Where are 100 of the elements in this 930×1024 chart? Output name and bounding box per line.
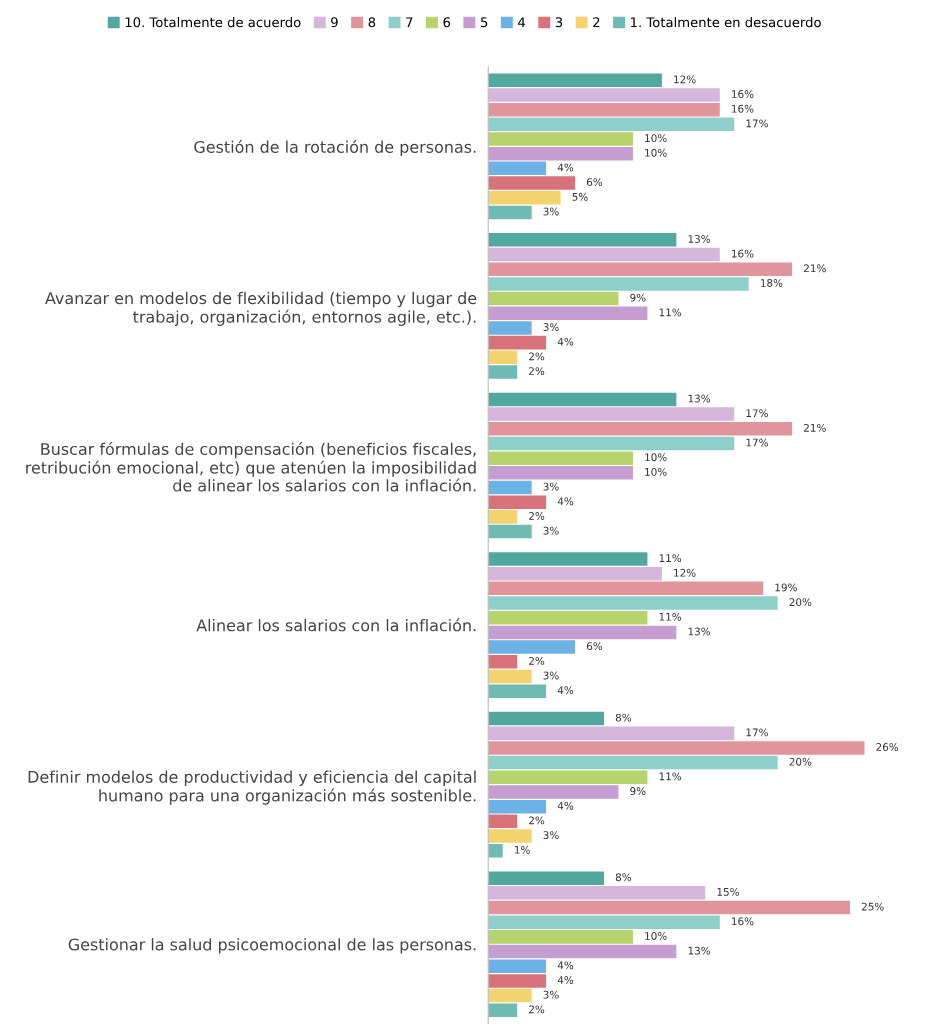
bar	[488, 930, 633, 944]
data-label: 4%	[557, 163, 574, 172]
data-label: 2%	[529, 512, 545, 520]
data-label: 3%	[543, 831, 559, 840]
data-label: 16%	[732, 104, 754, 113]
bar	[488, 291, 619, 306]
bar	[488, 350, 518, 365]
bar	[488, 566, 662, 581]
bar	[488, 161, 547, 176]
bar	[488, 684, 547, 698]
data-label: 26%	[876, 743, 899, 751]
data-label: 4%	[557, 686, 574, 695]
bar	[488, 392, 677, 407]
data-label: 16%	[732, 917, 754, 926]
legend-label: 6	[443, 17, 451, 28]
bar	[488, 146, 633, 161]
data-label: 16%	[732, 90, 754, 98]
data-label: 17%	[746, 409, 768, 418]
bar	[488, 944, 677, 959]
bar	[488, 407, 735, 421]
bar	[488, 335, 547, 350]
data-label: 9%	[630, 787, 646, 795]
bar	[488, 640, 576, 654]
bar	[488, 655, 518, 669]
legend-label: 4	[518, 17, 526, 28]
data-label: 6%	[586, 642, 603, 651]
bar	[488, 596, 778, 610]
y-tick-label: Gestionar la salud psicoemocional de las personas.	[68, 938, 476, 954]
data-label: 4%	[557, 801, 574, 810]
data-label: 19%	[775, 583, 797, 592]
data-label: 3%	[543, 482, 559, 491]
data-label: 1%	[514, 845, 530, 854]
bar	[488, 262, 793, 276]
bar	[488, 610, 648, 625]
bar	[488, 974, 547, 988]
bar	[488, 436, 735, 451]
bar	[488, 900, 851, 915]
data-label: 13%	[688, 946, 711, 955]
data-label: 3%	[543, 990, 559, 999]
bar	[488, 277, 749, 291]
bar	[488, 524, 532, 539]
data-label: 11%	[659, 612, 682, 621]
bar	[488, 552, 648, 566]
data-label: 17%	[746, 728, 768, 737]
bar	[488, 669, 532, 684]
data-label: 4%	[557, 961, 574, 970]
bar	[488, 233, 677, 247]
data-label: 17%	[746, 438, 768, 447]
bar	[488, 726, 735, 741]
data-label: 8%	[615, 713, 632, 722]
y-tick-label: Avanzar en modelos de flexibilidad (tiempo y lugar de trabajo, organización, entornos agile, etc.).	[45, 291, 477, 326]
legend-label: 5	[480, 17, 488, 28]
data-label: 10%	[645, 148, 667, 157]
bar	[488, 711, 605, 726]
bar	[488, 205, 532, 220]
data-label: 15%	[717, 887, 739, 896]
data-label: 3%	[543, 323, 559, 331]
bar	[488, 1003, 518, 1018]
bar	[488, 466, 633, 480]
data-label: 20%	[789, 598, 812, 607]
bar	[488, 581, 764, 596]
data-label: 11%	[659, 308, 682, 317]
bar	[488, 770, 648, 785]
bar	[488, 755, 778, 770]
bar	[488, 799, 547, 814]
bar	[488, 480, 532, 495]
data-label: 10%	[645, 453, 667, 462]
y-tick-label: Definir modelos de productividad y eficiencia del capital humano para una organización más sostenible.	[28, 770, 476, 805]
data-label: 2%	[529, 367, 545, 376]
data-label: 5%	[572, 192, 588, 201]
data-label: 2%	[529, 816, 545, 825]
bar	[488, 886, 706, 900]
data-label: 4%	[557, 976, 574, 984]
data-label: 11%	[659, 554, 682, 563]
bar	[488, 306, 648, 321]
data-label: 12%	[674, 568, 696, 577]
bar	[488, 741, 865, 755]
bar	[488, 451, 633, 465]
y-tick-label: Gestión de la rotación de personas.	[194, 139, 476, 157]
bar	[488, 829, 532, 843]
bar	[488, 988, 532, 1003]
data-label: 20%	[789, 757, 812, 766]
data-label: 6%	[586, 178, 603, 187]
data-label: 2%	[529, 656, 545, 665]
data-label: 10%	[645, 134, 667, 143]
bar	[488, 321, 532, 335]
bar	[488, 247, 720, 262]
bar	[488, 88, 720, 102]
data-label: 21%	[804, 423, 826, 432]
bar	[488, 190, 561, 205]
legend-label: 7	[406, 17, 413, 28]
data-label: 13%	[688, 394, 711, 403]
data-label: 2%	[529, 352, 545, 361]
bar	[488, 625, 677, 640]
data-label: 17%	[746, 119, 768, 128]
data-label: 9%	[630, 293, 646, 302]
data-label: 16%	[732, 249, 754, 258]
data-label: 10%	[645, 467, 667, 476]
data-label: 13%	[688, 627, 711, 636]
bar	[488, 102, 720, 117]
